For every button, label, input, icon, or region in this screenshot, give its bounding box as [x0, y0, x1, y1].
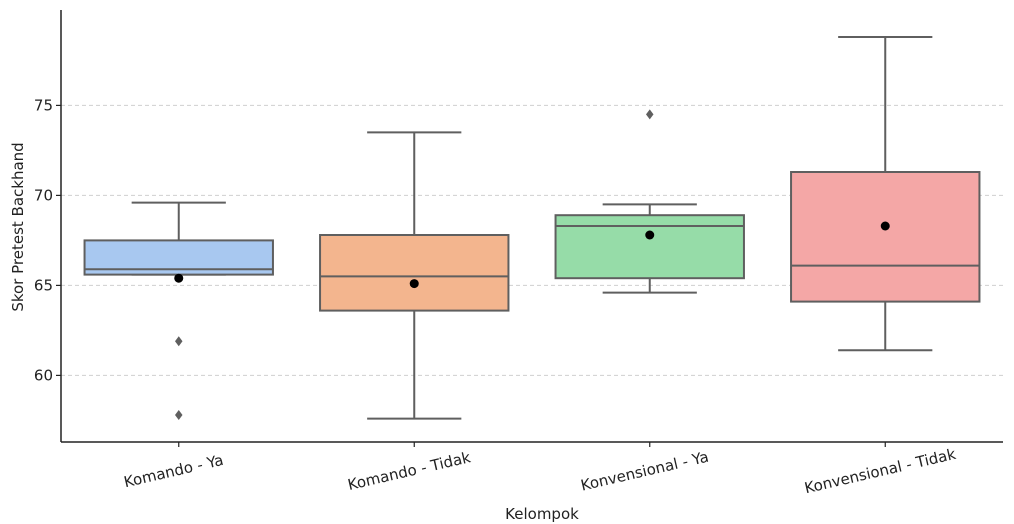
- x-tick-label: Komando - Ya: [122, 451, 225, 491]
- x-tick-label: Konvensional - Ya: [579, 448, 710, 495]
- y-tick-label: 75: [34, 96, 53, 114]
- mean-marker: [174, 273, 184, 283]
- outlier-marker: [175, 410, 183, 420]
- y-tick-label: 65: [34, 276, 53, 294]
- box-group: [790, 36, 981, 352]
- axis-layer: [60, 10, 1003, 443]
- box-layer: [83, 36, 981, 420]
- iqr-box: [554, 214, 745, 280]
- x-tick-label: Konvensional - Tidak: [803, 445, 958, 497]
- mean-marker: [645, 230, 655, 240]
- mean-marker: [409, 279, 419, 289]
- outlier-marker: [175, 336, 183, 347]
- y-tick-label: 60: [34, 366, 53, 384]
- iqr-box: [790, 171, 981, 303]
- y-axis-label: Skor Pretest Backhand: [9, 142, 27, 311]
- box-group: [319, 131, 510, 420]
- x-tick-label: Komando - Tidak: [346, 448, 473, 494]
- outlier-marker: [646, 109, 654, 120]
- box-group: [554, 109, 745, 294]
- y-tick-label: 70: [34, 186, 53, 204]
- iqr-box: [319, 234, 510, 312]
- box-group: [83, 201, 274, 420]
- mean-marker: [880, 221, 890, 231]
- x-axis-label: Kelompok: [505, 505, 579, 523]
